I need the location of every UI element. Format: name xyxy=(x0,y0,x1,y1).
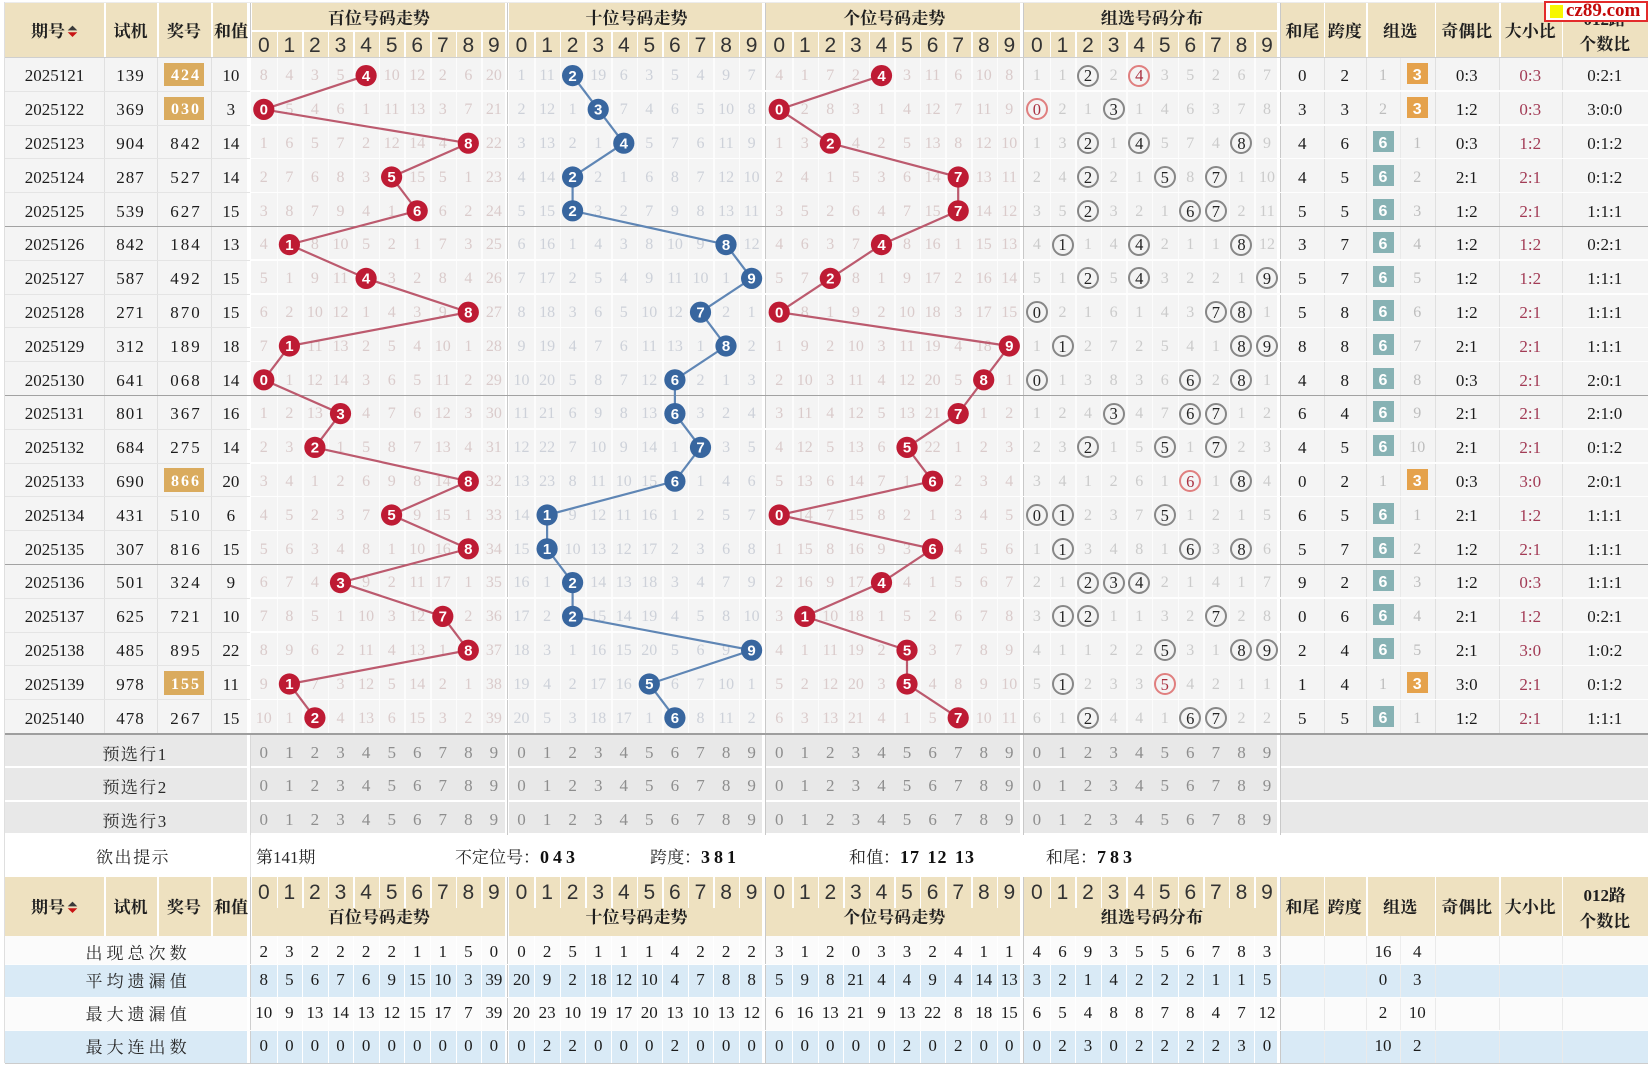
svg-text:4: 4 xyxy=(877,237,886,254)
svg-text:0: 0 xyxy=(260,372,268,389)
svg-text:2: 2 xyxy=(568,575,576,592)
svg-text:9: 9 xyxy=(747,642,755,659)
svg-text:6: 6 xyxy=(671,372,679,389)
svg-text:6: 6 xyxy=(671,710,679,727)
svg-text:7: 7 xyxy=(954,169,962,186)
svg-text:6: 6 xyxy=(671,406,679,423)
svg-text:8: 8 xyxy=(722,338,730,355)
svg-text:0: 0 xyxy=(260,102,268,119)
svg-text:2: 2 xyxy=(568,68,576,85)
svg-text:5: 5 xyxy=(387,169,395,186)
svg-text:4: 4 xyxy=(620,135,629,152)
svg-text:5: 5 xyxy=(387,507,395,524)
svg-text:7: 7 xyxy=(954,406,962,423)
svg-text:8: 8 xyxy=(464,642,472,659)
svg-text:0: 0 xyxy=(775,304,783,321)
svg-text:2: 2 xyxy=(826,135,834,152)
svg-text:4: 4 xyxy=(362,68,371,85)
svg-text:1: 1 xyxy=(801,609,809,626)
svg-text:4: 4 xyxy=(362,271,371,288)
svg-text:8: 8 xyxy=(464,135,472,152)
svg-text:6: 6 xyxy=(928,541,936,558)
svg-text:2: 2 xyxy=(568,203,576,220)
svg-text:1: 1 xyxy=(285,338,293,355)
svg-text:7: 7 xyxy=(696,440,704,457)
svg-text:1: 1 xyxy=(543,507,551,524)
svg-text:9: 9 xyxy=(1005,338,1013,355)
svg-text:8: 8 xyxy=(464,304,472,321)
svg-text:2: 2 xyxy=(568,609,576,626)
svg-text:1: 1 xyxy=(543,541,551,558)
svg-text:2: 2 xyxy=(568,169,576,186)
svg-text:8: 8 xyxy=(722,237,730,254)
svg-text:4: 4 xyxy=(877,68,886,85)
svg-text:9: 9 xyxy=(747,271,755,288)
svg-text:2: 2 xyxy=(311,440,319,457)
svg-text:7: 7 xyxy=(439,609,447,626)
svg-text:1: 1 xyxy=(285,237,293,254)
svg-text:8: 8 xyxy=(464,541,472,558)
svg-text:2: 2 xyxy=(826,271,834,288)
svg-text:3: 3 xyxy=(594,102,602,119)
svg-text:5: 5 xyxy=(903,440,911,457)
svg-text:6: 6 xyxy=(413,203,421,220)
svg-text:3: 3 xyxy=(336,575,344,592)
svg-text:7: 7 xyxy=(954,203,962,220)
svg-text:3: 3 xyxy=(336,406,344,423)
svg-text:8: 8 xyxy=(980,372,988,389)
svg-text:6: 6 xyxy=(928,473,936,490)
svg-text:4: 4 xyxy=(877,575,886,592)
svg-text:5: 5 xyxy=(645,676,653,693)
svg-text:0: 0 xyxy=(775,507,783,524)
svg-text:0: 0 xyxy=(775,102,783,119)
svg-text:5: 5 xyxy=(903,676,911,693)
svg-text:6: 6 xyxy=(671,473,679,490)
svg-text:7: 7 xyxy=(954,710,962,727)
svg-text:2: 2 xyxy=(311,710,319,727)
svg-text:7: 7 xyxy=(696,304,704,321)
svg-text:1: 1 xyxy=(285,676,293,693)
svg-text:5: 5 xyxy=(903,642,911,659)
svg-text:8: 8 xyxy=(464,473,472,490)
